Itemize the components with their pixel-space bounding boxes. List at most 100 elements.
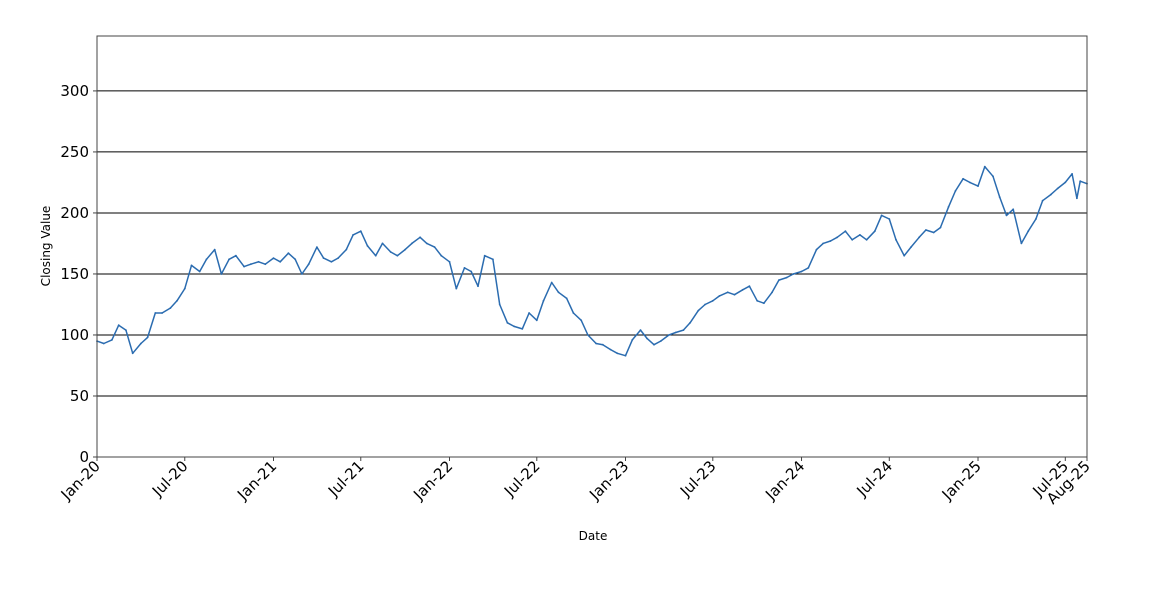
data-point <box>359 230 362 233</box>
y-axis: 0 50 100 150 200 250 300 <box>60 82 97 466</box>
data-point <box>506 321 509 324</box>
gridlines <box>97 90 1087 397</box>
x-tick-label: Jan-21 <box>233 457 280 504</box>
data-point <box>316 246 318 249</box>
x-tick-label: Jul-23 <box>676 457 720 501</box>
data-point <box>220 273 223 275</box>
data-point <box>366 245 369 247</box>
x-axis-title: Date <box>579 529 608 543</box>
data-point <box>778 279 780 281</box>
data-point <box>659 340 662 342</box>
data-point <box>205 258 208 261</box>
data-point <box>125 329 127 331</box>
data-point <box>748 285 751 288</box>
data-point <box>844 230 847 233</box>
data-point <box>968 181 971 184</box>
data-point <box>792 273 795 275</box>
data-point <box>154 312 157 314</box>
data-point <box>463 267 466 269</box>
data-point <box>609 348 612 351</box>
data-point <box>587 334 589 336</box>
data-point <box>176 299 178 302</box>
data-point <box>932 231 935 234</box>
x-tick-label: Jul-24 <box>853 457 897 501</box>
x-tick-label: Jan-23 <box>585 457 632 504</box>
data-point <box>352 234 354 236</box>
data-point <box>674 331 677 334</box>
data-point <box>455 287 458 290</box>
data-point <box>264 263 267 266</box>
data-point <box>287 252 290 255</box>
data-point <box>542 299 545 302</box>
x-tick-label: Jul-20 <box>148 457 192 501</box>
data-point <box>483 254 486 257</box>
data-point <box>646 337 649 340</box>
data-point <box>307 263 310 266</box>
data-point <box>117 324 120 327</box>
data-point <box>1005 214 1008 217</box>
data-point <box>939 226 942 229</box>
data-point <box>330 260 333 263</box>
data-point <box>983 165 986 168</box>
data-point <box>718 295 721 297</box>
data-point <box>535 319 538 322</box>
data-point <box>711 299 714 302</box>
data-point <box>389 251 392 253</box>
y-tick-label: 100 <box>60 326 89 344</box>
y-tick-label: 50 <box>70 387 89 405</box>
data-point <box>440 254 443 257</box>
data-point <box>183 287 186 290</box>
data-point <box>910 246 912 249</box>
data-point <box>257 260 260 263</box>
data-point <box>977 185 979 188</box>
data-point <box>322 257 325 259</box>
plot-area <box>96 165 1088 357</box>
data-point <box>653 343 655 346</box>
data-point <box>396 254 399 257</box>
data-point <box>272 257 275 259</box>
data-point <box>624 354 627 357</box>
data-point <box>470 270 473 273</box>
data-point <box>411 242 413 245</box>
y-tick-label: 150 <box>60 265 89 283</box>
data-point <box>873 230 876 233</box>
data-point <box>477 285 479 288</box>
data-point <box>279 260 282 263</box>
data-point <box>565 297 568 300</box>
data-point <box>668 334 670 336</box>
data-point <box>631 339 634 341</box>
data-point <box>962 177 964 180</box>
data-point <box>1027 230 1030 233</box>
data-point <box>741 288 744 291</box>
data-point <box>111 339 113 341</box>
data-point <box>1041 199 1044 202</box>
data-point <box>374 254 377 257</box>
data-point <box>895 238 897 241</box>
data-point <box>580 319 583 322</box>
data-point <box>448 260 451 263</box>
data-point <box>992 175 994 178</box>
data-point <box>880 214 883 217</box>
plot-frame <box>96 35 1088 458</box>
data-point <box>169 307 172 309</box>
data-point <box>785 276 788 279</box>
data-point <box>425 242 428 245</box>
data-point <box>616 352 619 355</box>
data-point <box>822 242 825 245</box>
data-point <box>228 258 231 261</box>
data-point <box>419 236 421 239</box>
data-point <box>572 312 575 314</box>
data-point <box>800 270 803 273</box>
data-point <box>954 190 957 192</box>
data-point <box>865 238 868 241</box>
data-point <box>829 240 832 242</box>
data-point <box>918 236 921 239</box>
x-tick-label: Jan-25 <box>938 457 985 504</box>
data-point <box>1079 180 1082 183</box>
data-point <box>639 329 642 331</box>
data-point <box>557 291 560 294</box>
data-point <box>249 263 252 266</box>
data-point <box>595 342 597 345</box>
data-point <box>888 218 891 220</box>
